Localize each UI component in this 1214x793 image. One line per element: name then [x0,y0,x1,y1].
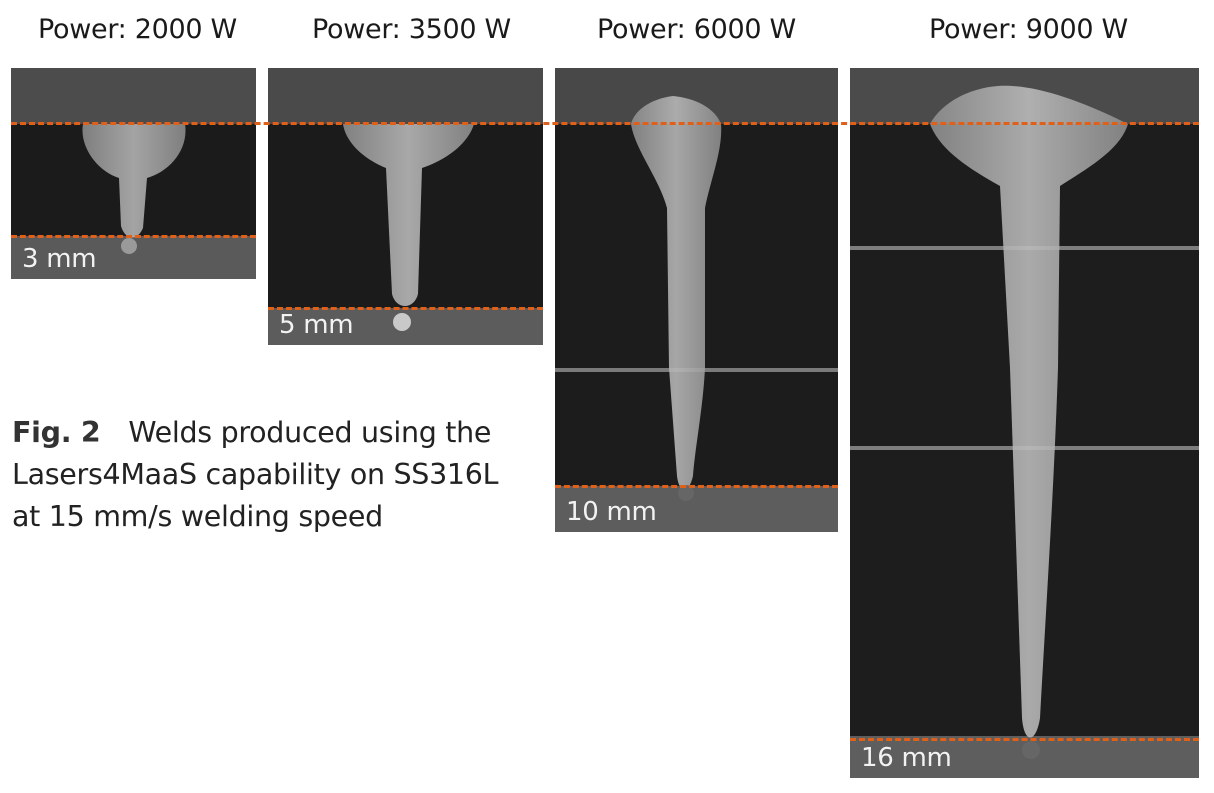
depth-line-16mm [850,738,1199,741]
depth-line-3mm [11,235,256,238]
depth-label-16mm: 16 mm [861,743,952,773]
weld-image-2000w: 3 mm [11,68,256,279]
figure-label: Fig. 2 [12,416,101,449]
top-surface-guide-line [11,122,1199,125]
weld-image-9000w: 16 mm [850,68,1199,778]
power-label-9000: Power: 9000 W [929,14,1128,45]
depth-line-5mm [268,307,543,310]
weld-image-6000w: 10 mm [555,68,838,532]
power-label-6000: Power: 6000 W [597,14,796,45]
weld-cross-section [850,68,1199,778]
depth-line-10mm [555,485,838,488]
weld-cross-section [268,68,543,345]
weld-image-3500w: 5 mm [268,68,543,345]
figure-caption: Fig. 2 Welds produced using the Lasers4Ma… [12,412,532,538]
power-label-3500: Power: 3500 W [312,14,511,45]
depth-label-3mm: 3 mm [22,244,97,274]
weld-cross-section [555,68,838,532]
power-label-2000: Power: 2000 W [38,14,237,45]
depth-label-10mm: 10 mm [566,497,657,527]
weld-cross-section [11,68,256,279]
figure-caption-text: Welds produced using the Lasers4MaaS cap… [12,416,499,533]
depth-label-5mm: 5 mm [279,310,354,340]
